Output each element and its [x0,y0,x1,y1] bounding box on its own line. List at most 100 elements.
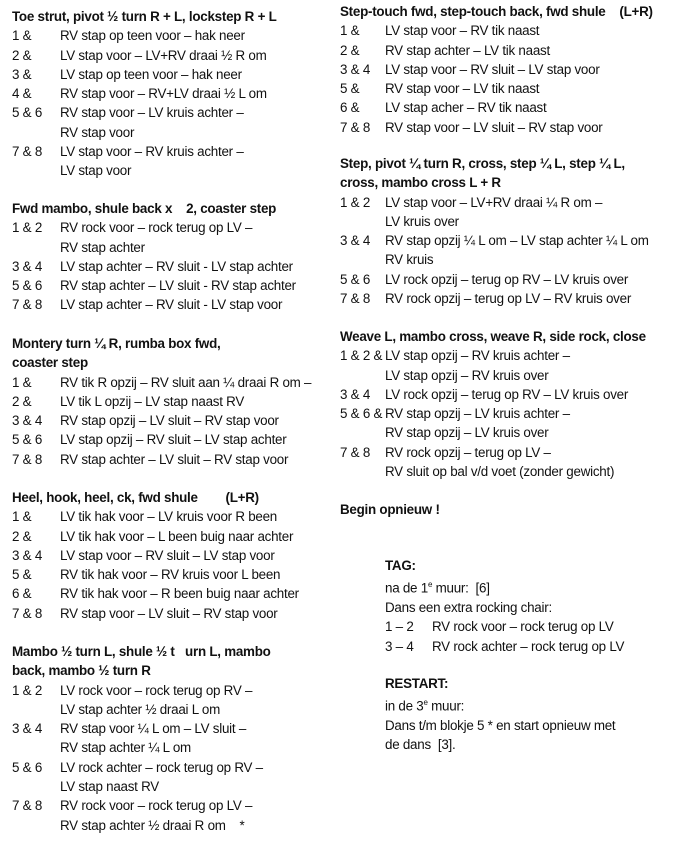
step-text: LV kruis over [385,213,459,229]
step-row: 7 & 8 RV rock opzij – terug op LV – RV kr… [340,289,649,308]
step-count [340,423,385,442]
step-row: 5 & RV tik hak voor – RV kruis voor L bee… [12,565,299,584]
step-row: LV stap achter ½ draai L om [12,700,271,719]
step-count [12,161,60,180]
step-row: 1 & LV stap voor – RV tik naast [340,21,653,40]
step-text: LV stap voor – RV kruis achter – [60,144,244,160]
step-text: RV rock voor – rock terug op LV – [60,798,253,814]
step-row: 2 & LV tik hak voor – L been buig naar ac… [12,527,299,546]
section-heading: Toe strut, pivot ½ turn R + L, lockstep … [12,9,277,24]
tag-step-row: 1 – 2 RV rock voor – rock terug op LV [385,617,624,636]
restart-wall-sup: e [423,698,428,708]
tag-wall-sup: e [427,580,433,590]
step-count: 3 & 4 [340,233,371,249]
step-text: RV stap op teen voor – hak neer [60,28,245,44]
step-row: RV kruis [340,250,649,269]
step-text: LV stap voor – RV sluit – LV stap voor [385,61,600,77]
step-count [12,238,60,257]
step-text: RV rock opzij – terug op LV – [385,444,551,460]
step-row: RV stap voor [12,123,277,142]
step-count: 6 & [12,586,32,602]
step-text: LV stap opzij – RV sluit – LV stap achte… [60,432,287,448]
tag-heading: TAG: [385,558,416,573]
step-row: 5 & 6 RV stap voor – LV kruis achter – [12,103,277,122]
step-row: RV stap achter ¼ L om [12,738,271,757]
step-text: RV stap voor – LV kruis achter – [60,105,244,121]
step-section: Montery turn ¼ R, rumba box fwd, coaster … [12,334,311,469]
step-row: 3 & 4 LV stap voor – RV sluit – LV stap v… [12,546,299,565]
step-text: RV stap opzij – LV kruis over [385,425,549,441]
step-row: 7 & 8 LV stap voor – RV kruis achter – [12,142,277,161]
step-text: RV kruis [385,252,434,268]
step-row: 5 & 6 & RV stap opzij – LV kruis achter – [340,404,646,423]
section-heading: Step, pivot ¼ turn R, cross, step ¼ L, s… [340,156,625,171]
step-count [340,212,385,231]
step-text: RV stap opzij ¼ L om – LV stap achter ¼ … [385,233,649,249]
tag-step-row: 3 – 4 RV rock achter – rock terug op LV [385,637,624,656]
step-section: Step, pivot ¼ turn R, cross, step ¼ L, s… [340,154,649,308]
step-section: Fwd mambo, shule back x 2, coaster step 1… [12,199,296,315]
step-row: 2 & LV tik L opzij – LV stap naast RV [12,392,311,411]
step-count [12,816,60,835]
step-count: 5 & 6 [12,278,43,294]
step-count: 1 & 2 [12,682,43,698]
step-count: 5 & 6 [12,759,43,775]
step-text: RV stap voor [60,124,135,140]
step-row: 6 & LV stap acher – RV tik naast [340,98,653,117]
step-count: 1 & 2 [12,220,43,236]
step-text: LV rock achter – rock terug op RV – [60,759,263,775]
step-row: 1 & LV tik hak voor – LV kruis voor R bee… [12,507,299,526]
step-section: Mambo ½ turn L, shule ½ t urn L, mambo ba… [12,642,271,835]
step-row: 1 & 2 LV rock voor – rock terug op RV – [12,681,271,700]
step-text: LV stap voor – LV+RV draai ¼ R om – [385,194,603,210]
step-row: 5 & 6 RV stap achter – LV sluit - RV stap… [12,276,296,295]
step-count: 7 & 8 [12,451,43,467]
step-text: LV tik hak voor – LV kruis voor R been [60,509,278,525]
step-text: RV stap opzij – LV sluit – RV stap voor [60,413,279,429]
step-count: 7 & 8 [12,144,43,160]
step-count: 3 – 4 [385,638,414,654]
step-row: 5 & 6 LV stap opzij – RV sluit – LV stap … [12,430,311,449]
step-row: 3 & 4 RV stap opzij ¼ L om – LV stap acht… [340,231,649,250]
step-row: LV stap naast RV [12,777,271,796]
section-heading: Weave L, mambo cross, weave R, side rock… [340,329,646,344]
step-row: 7 & 8 RV rock opzij – terug op LV – [340,443,646,462]
restart-wall-text: in de 3 [385,698,424,714]
step-text: RV tik hak voor – R been buig naar achte… [60,586,299,602]
step-text: RV tik hak voor – RV kruis voor L been [60,567,281,583]
step-count: 7 & 8 [12,297,43,313]
restart-wall-rest: muur: [427,698,465,714]
step-row: RV sluit op bal v/d voet (zonder gewicht… [340,462,646,481]
step-text: LV rock opzij – terug op RV – LV kruis o… [385,271,629,287]
step-row: 2 & LV stap voor – LV+RV draai ½ R om [12,46,277,65]
step-text: LV stap voor – RV tik naast [385,23,540,39]
step-count: 1 & 2 [340,194,371,210]
tag-description: Dans een extra rocking chair: [385,600,552,616]
step-row: RV stap opzij – LV kruis over [340,423,646,442]
step-count: 5 & 6 [340,271,371,287]
begin-again-text: Begin opnieuw ! [340,502,440,517]
step-text: RV stap opzij – LV kruis achter – [385,406,570,422]
begin-again-note: Begin opnieuw ! [340,500,440,519]
step-row: 1 & 2 & LV stap opzij – RV kruis achter – [340,346,646,365]
step-text: LV stap voor – RV sluit – LV stap voor [60,547,275,563]
step-count [340,250,385,269]
step-row: 1 & RV tik R opzij – RV sluit aan ¼ draai… [12,373,311,392]
step-count [12,777,60,796]
step-row: 7 & 8 RV stap voor – LV sluit – RV stap v… [340,118,653,137]
step-count: 4 & [12,86,32,102]
tag-wall: na de 1e muur: [6] [385,575,624,598]
step-count: 5 & 6 & [340,406,383,422]
step-row: 7 & 8 RV stap achter – LV sluit – RV stap… [12,450,311,469]
step-row: LV stap voor [12,161,277,180]
step-count: 2 & [12,47,32,63]
tag-wall-text: na de 1 [385,580,428,596]
restart-section: RESTART: in de 3e muur: Dans t/m blokje … [385,674,616,755]
step-text: RV stap achter – LV sluit – RV stap voor [60,451,289,467]
restart-line: de dans [3]. [385,737,456,753]
step-text: RV stap achter – LV tik naast [385,42,550,58]
step-row: 3 & 4 LV rock opzij – terug op RV – LV kr… [340,385,646,404]
step-text: RV sluit op bal v/d voet (zonder gewicht… [385,464,615,480]
tag-section: TAG: na de 1e muur: [6] Dans een extra r… [385,556,624,656]
step-row: 7 & 8 RV rock voor – rock terug op LV – [12,796,271,815]
